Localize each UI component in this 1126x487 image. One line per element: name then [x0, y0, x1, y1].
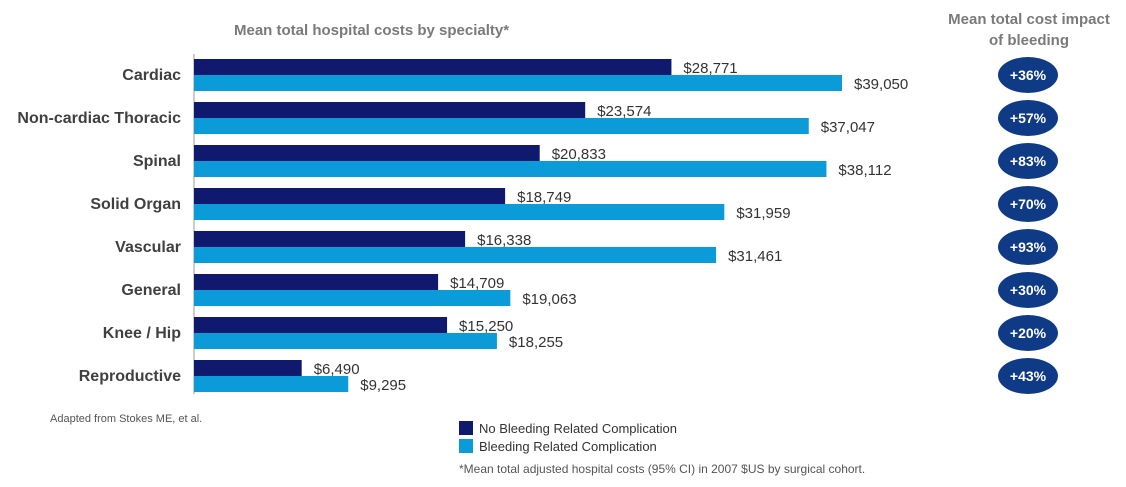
impact-value-non-cardiac-thoracic: +57% [1010, 110, 1047, 126]
impact-value-solid-organ: +70% [1010, 196, 1047, 212]
impact-value-cardiac: +36% [1010, 67, 1047, 83]
value-label-bleeding-knee-hip: $18,255 [509, 334, 563, 351]
category-label-solid-organ: Solid Organ [90, 196, 181, 213]
impact-badge-non-cardiac-thoracic [998, 100, 1058, 136]
bar-bleeding-solid-organ [194, 204, 725, 220]
impact-badge-general [998, 272, 1058, 308]
value-label-no-bleeding-vascular: $16,338 [477, 232, 531, 249]
value-label-no-bleeding-spinal: $20,833 [552, 146, 606, 163]
impact-value-spinal: +83% [1010, 153, 1047, 169]
bar-no-bleeding-knee-hip [194, 317, 448, 333]
legend-label-bleeding: Bleeding Related Complication [479, 438, 657, 454]
chart-title: Mean total hospital costs by specialty* [234, 22, 510, 39]
impact-badge-solid-organ [998, 186, 1058, 222]
impact-column-title: Mean total cost impact of bleeding [948, 11, 1110, 49]
bar-no-bleeding-solid-organ [194, 188, 506, 204]
value-label-no-bleeding-knee-hip: $15,250 [459, 318, 513, 335]
legend: No Bleeding Related Complication Bleedin… [459, 419, 677, 455]
bar-no-bleeding-general [194, 274, 439, 290]
value-label-no-bleeding-cardiac: $28,771 [683, 60, 737, 77]
category-label-cardiac: Cardiac [122, 67, 181, 84]
bar-bleeding-non-cardiac-thoracic [194, 118, 809, 134]
bar-bleeding-reproductive [194, 376, 349, 392]
bar-bleeding-cardiac [194, 75, 842, 91]
category-label-reproductive: Reproductive [79, 368, 181, 385]
value-label-bleeding-general: $19,063 [522, 291, 576, 308]
value-label-no-bleeding-non-cardiac-thoracic: $23,574 [597, 103, 651, 120]
bar-bleeding-spinal [194, 161, 827, 177]
impact-value-general: +30% [1010, 282, 1047, 298]
value-label-bleeding-non-cardiac-thoracic: $37,047 [821, 119, 875, 136]
legend-item-bleeding: Bleeding Related Complication [459, 437, 677, 455]
source-note: Adapted from Stokes ME, et al. [50, 413, 203, 425]
impact-badge-spinal [998, 143, 1058, 179]
impact-badge-vascular [998, 229, 1058, 265]
bar-no-bleeding-cardiac [194, 59, 672, 75]
impact-badge-knee-hip [998, 315, 1058, 351]
value-label-bleeding-spinal: $38,112 [838, 162, 891, 179]
bar-no-bleeding-spinal [194, 145, 540, 161]
value-label-bleeding-reproductive: $9,295 [360, 377, 406, 394]
value-label-no-bleeding-reproductive: $6,490 [314, 361, 360, 378]
category-label-non-cardiac-thoracic: Non-cardiac Thoracic [17, 110, 181, 127]
value-label-bleeding-cardiac: $39,050 [854, 76, 908, 93]
bar-bleeding-knee-hip [194, 333, 497, 349]
impact-value-knee-hip: +20% [1010, 325, 1047, 341]
category-label-spinal: Spinal [133, 153, 181, 170]
legend-swatch-bleeding [459, 439, 473, 453]
category-label-knee-hip: Knee / Hip [103, 325, 181, 342]
category-label-vascular: Vascular [115, 239, 181, 256]
legend-label-no-bleeding: No Bleeding Related Complication [479, 420, 678, 436]
value-label-no-bleeding-solid-organ: $18,749 [517, 189, 571, 206]
value-label-bleeding-vascular: $31,461 [728, 248, 782, 265]
bar-bleeding-general [194, 290, 511, 306]
category-label-general: General [121, 282, 181, 299]
value-label-bleeding-solid-organ: $31,959 [736, 205, 790, 222]
bar-bleeding-vascular [194, 247, 717, 263]
value-label-no-bleeding-general: $14,709 [450, 275, 504, 292]
bar-no-bleeding-vascular [194, 231, 466, 247]
bar-chart: Cardiac $28,771 $39,050 +36% Non-cardiac Tho… [17, 54, 1058, 394]
impact-badge-reproductive [998, 358, 1058, 394]
bar-no-bleeding-non-cardiac-thoracic [194, 102, 586, 118]
impact-value-vascular: +93% [1010, 239, 1047, 255]
impact-value-reproductive: +43% [1010, 368, 1047, 384]
footnote: *Mean total adjusted hospital costs (95%… [459, 462, 866, 476]
legend-swatch-no-bleeding [459, 421, 473, 435]
bar-no-bleeding-reproductive [194, 360, 302, 376]
impact-badge-cardiac [998, 57, 1058, 93]
legend-item-no-bleeding: No Bleeding Related Complication [459, 419, 677, 437]
